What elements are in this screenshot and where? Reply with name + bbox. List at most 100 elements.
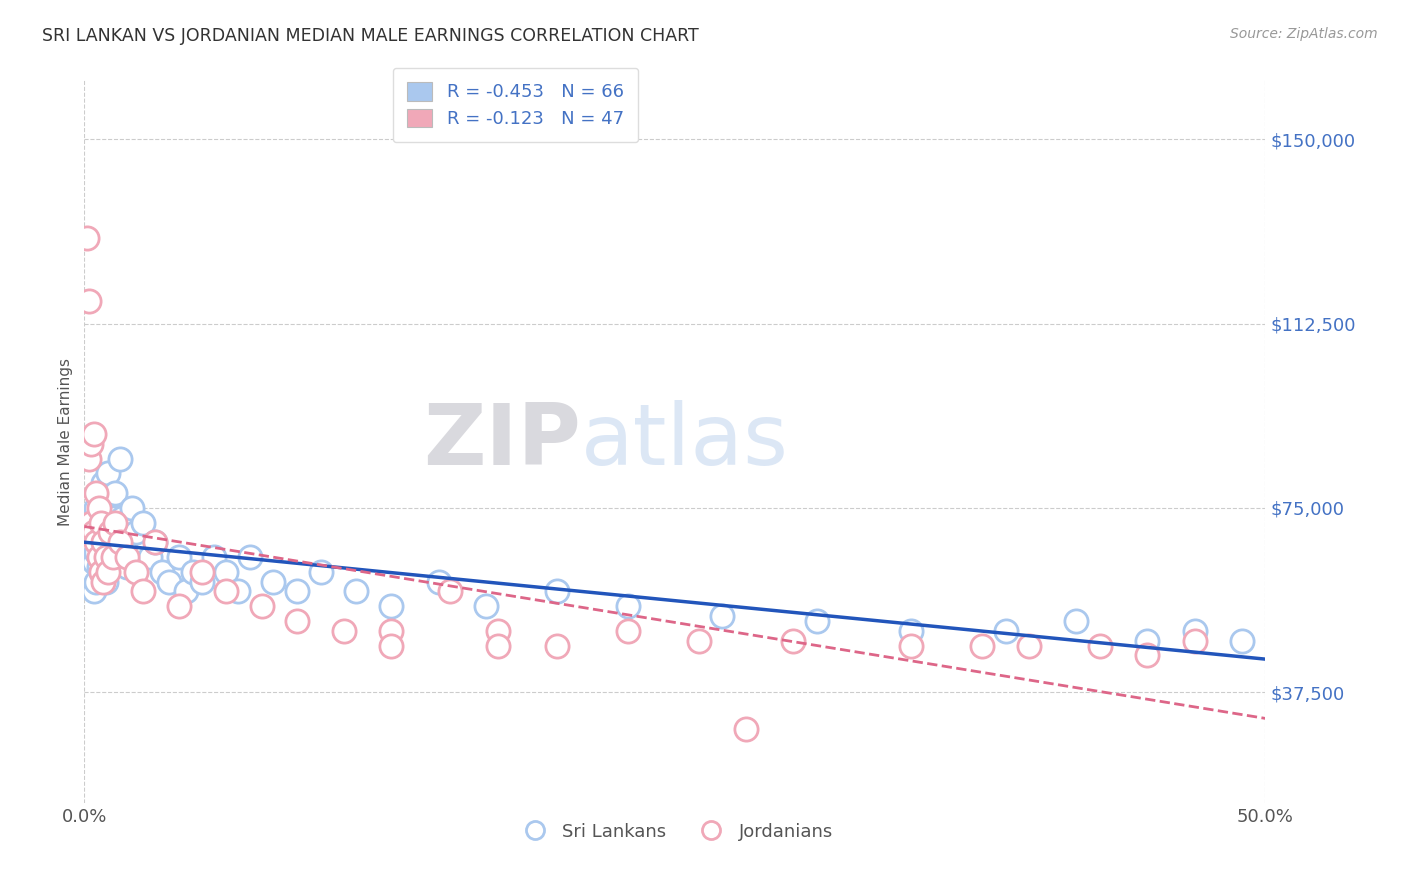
Point [107, 549, 129, 564]
Point [98, 525, 121, 540]
Point [475, 599, 498, 614]
Point [108, 535, 131, 549]
Point [94, 574, 117, 589]
Point [1136, 648, 1159, 663]
Text: atlas: atlas [581, 400, 789, 483]
Point [91, 476, 114, 491]
Point [202, 549, 225, 564]
Point [380, 599, 402, 614]
Point [167, 549, 190, 564]
Point [84, 574, 107, 589]
Point [380, 639, 402, 653]
Point [333, 624, 356, 638]
Point [167, 599, 190, 614]
Point [174, 584, 197, 599]
Point [77, 294, 100, 309]
Point [285, 584, 308, 599]
Point [83, 525, 105, 540]
Point [83, 584, 105, 599]
Point [806, 614, 828, 628]
Point [150, 565, 173, 579]
Point [616, 599, 638, 614]
Point [1230, 633, 1253, 648]
Point [486, 624, 509, 638]
Point [94, 500, 117, 515]
Point [132, 584, 155, 599]
Point [97, 565, 120, 579]
Point [115, 549, 138, 564]
Point [215, 565, 238, 579]
Point [546, 584, 568, 599]
Point [143, 535, 166, 549]
Point [132, 516, 155, 530]
Point [782, 633, 804, 648]
Point [1066, 614, 1088, 628]
Point [994, 624, 1017, 638]
Point [1184, 633, 1206, 648]
Point [87, 560, 110, 574]
Y-axis label: Median Male Earnings: Median Male Earnings [58, 358, 73, 525]
Text: SRI LANKAN VS JORDANIAN MEDIAN MALE EARNINGS CORRELATION CHART: SRI LANKAN VS JORDANIAN MEDIAN MALE EARN… [42, 27, 699, 45]
Point [94, 549, 117, 564]
Point [77, 549, 100, 564]
Point [91, 520, 114, 534]
Point [900, 624, 922, 638]
Point [90, 565, 112, 579]
Point [711, 609, 734, 624]
Point [1088, 639, 1111, 653]
Point [734, 722, 756, 736]
Point [98, 560, 121, 574]
Point [344, 584, 367, 599]
Point [239, 549, 262, 564]
Point [76, 230, 98, 244]
Point [215, 584, 238, 599]
Point [139, 549, 162, 564]
Point [250, 599, 273, 614]
Point [90, 540, 112, 554]
Point [98, 491, 121, 505]
Point [486, 639, 509, 653]
Point [191, 565, 214, 579]
Point [1184, 624, 1206, 638]
Point [80, 516, 103, 530]
Point [1136, 633, 1159, 648]
Point [83, 525, 105, 540]
Point [97, 535, 120, 549]
Point [87, 549, 110, 564]
Point [900, 639, 922, 653]
Point [80, 516, 103, 530]
Point [439, 584, 461, 599]
Point [1018, 639, 1040, 653]
Point [80, 437, 103, 451]
Point [97, 467, 120, 481]
Point [114, 535, 136, 549]
Point [91, 574, 114, 589]
Point [143, 535, 166, 549]
Point [380, 624, 402, 638]
Point [115, 560, 138, 574]
Legend: Sri Lankans, Jordanians: Sri Lankans, Jordanians [510, 815, 839, 848]
Point [101, 535, 124, 549]
Point [83, 555, 105, 569]
Point [125, 565, 148, 579]
Point [101, 510, 124, 524]
Point [226, 584, 249, 599]
Point [91, 549, 114, 564]
Point [121, 500, 143, 515]
Point [101, 549, 124, 564]
Point [108, 451, 131, 466]
Point [84, 486, 107, 500]
Point [90, 516, 112, 530]
Point [91, 535, 114, 549]
Point [84, 500, 107, 515]
Point [87, 500, 110, 515]
Point [546, 639, 568, 653]
Point [87, 535, 110, 549]
Point [285, 614, 308, 628]
Point [688, 633, 710, 648]
Point [84, 535, 107, 549]
Text: ZIP: ZIP [423, 400, 581, 483]
Text: Source: ZipAtlas.com: Source: ZipAtlas.com [1230, 27, 1378, 41]
Point [90, 565, 112, 579]
Point [125, 525, 148, 540]
